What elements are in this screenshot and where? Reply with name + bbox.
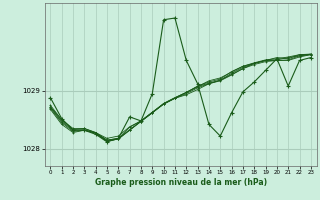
X-axis label: Graphe pression niveau de la mer (hPa): Graphe pression niveau de la mer (hPa) — [94, 178, 267, 187]
